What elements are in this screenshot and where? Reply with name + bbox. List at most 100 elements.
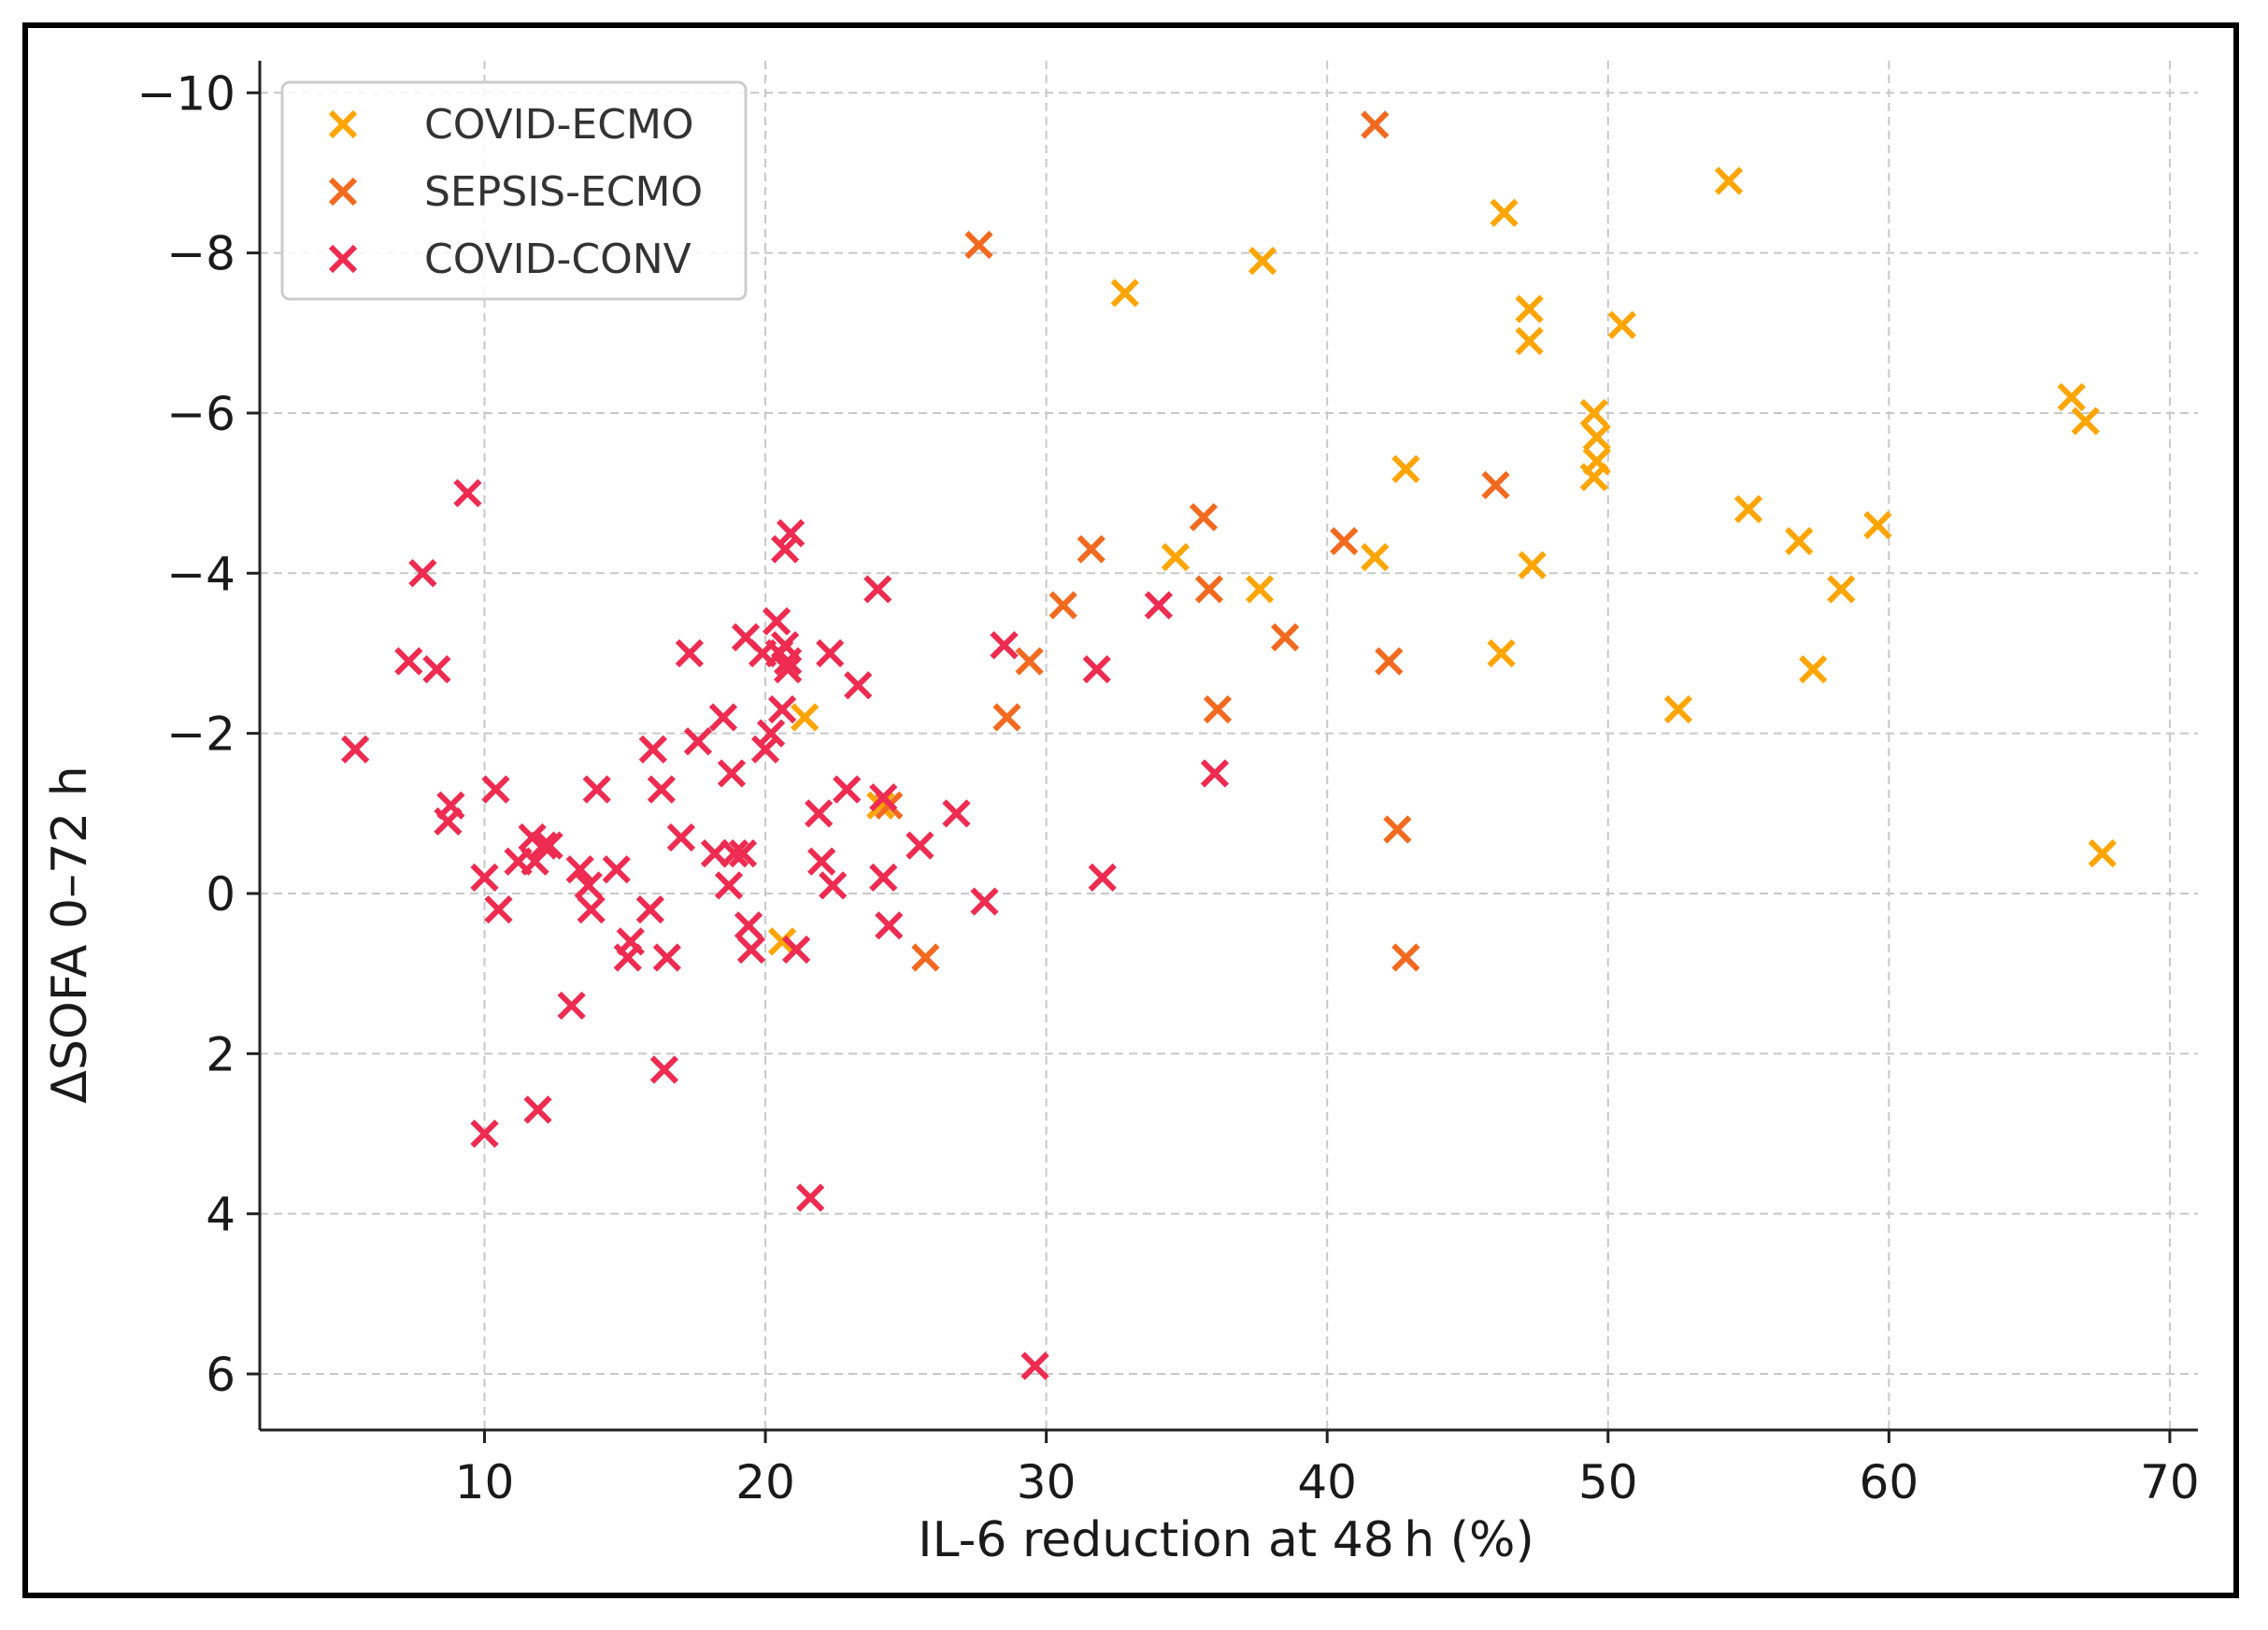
data-point-covid-ecmo xyxy=(1663,694,1693,724)
x-tick-label: 70 xyxy=(2140,1455,2200,1509)
data-point-covid-conv xyxy=(819,871,848,900)
data-point-covid-conv xyxy=(529,831,558,860)
points-layer xyxy=(341,110,2117,1380)
data-point-covid-conv xyxy=(807,847,836,876)
data-point-covid-conv xyxy=(773,647,803,676)
data-point-covid-ecmo xyxy=(1714,166,1744,195)
x-axis-title: IL-6 reduction at 48 h (%) xyxy=(918,1512,1534,1568)
y-tick-label: 2 xyxy=(206,1027,235,1081)
data-point-covid-ecmo xyxy=(1110,279,1139,307)
data-point-covid-conv xyxy=(773,654,803,684)
data-point-sepsis-ecmo xyxy=(1203,694,1233,724)
data-point-covid-conv xyxy=(557,991,586,1021)
data-point-covid-conv xyxy=(535,831,563,860)
data-point-covid-conv xyxy=(762,607,792,636)
data-point-covid-conv xyxy=(574,871,603,900)
data-point-covid-ecmo xyxy=(2071,407,2100,436)
data-point-covid-conv xyxy=(649,1055,678,1084)
x-tick-label: 40 xyxy=(1297,1455,1357,1509)
data-point-covid-conv xyxy=(816,638,845,668)
data-point-covid-conv xyxy=(1200,759,1230,788)
data-point-covid-conv xyxy=(1082,654,1111,684)
data-point-covid-conv xyxy=(484,895,513,924)
data-point-covid-ecmo xyxy=(866,791,895,820)
x-tick-label: 50 xyxy=(1578,1455,1638,1509)
data-point-covid-conv xyxy=(582,775,611,804)
data-point-covid-ecmo xyxy=(1518,550,1547,579)
data-point-covid-ecmo xyxy=(1863,510,1892,540)
data-point-covid-ecmo xyxy=(1785,526,1814,556)
data-point-covid-conv xyxy=(602,855,631,884)
legend-marker-covid-ecmo xyxy=(328,109,358,139)
data-point-sepsis-ecmo xyxy=(1383,815,1412,844)
x-tick-label: 30 xyxy=(1017,1455,1077,1509)
data-point-covid-conv xyxy=(408,559,437,588)
data-point-covid-conv xyxy=(756,719,786,748)
data-point-covid-conv xyxy=(833,775,862,804)
data-point-covid-conv xyxy=(906,831,934,860)
y-tick-label: −4 xyxy=(166,547,235,601)
y-tick-label: −2 xyxy=(166,708,235,762)
data-point-covid-conv xyxy=(708,703,738,732)
data-point-covid-conv xyxy=(796,1183,825,1212)
legend-label-covid-ecmo: COVID-ECMO xyxy=(424,101,694,149)
data-point-covid-ecmo xyxy=(1515,326,1544,355)
data-point-covid-conv xyxy=(717,759,747,788)
data-point-covid-ecmo xyxy=(1515,294,1544,323)
data-point-covid-ecmo xyxy=(1579,463,1608,492)
data-point-covid-conv xyxy=(942,799,971,828)
data-point-covid-conv xyxy=(720,839,749,868)
data-point-sepsis-ecmo xyxy=(964,230,993,260)
data-point-covid-conv xyxy=(776,519,806,548)
data-point-covid-conv xyxy=(470,1119,499,1149)
data-point-sepsis-ecmo xyxy=(1194,575,1224,604)
data-point-covid-conv xyxy=(565,855,594,884)
data-point-covid-ecmo xyxy=(1487,638,1516,668)
data-point-covid-conv xyxy=(613,943,642,972)
data-point-sepsis-ecmo xyxy=(1077,535,1105,564)
data-point-sepsis-ecmo xyxy=(911,943,940,972)
data-point-covid-ecmo xyxy=(791,703,820,732)
data-point-covid-conv xyxy=(734,911,763,940)
data-point-covid-conv xyxy=(394,647,423,676)
data-point-covid-conv xyxy=(635,895,664,924)
data-point-sepsis-ecmo xyxy=(1015,647,1044,676)
data-point-sepsis-ecmo xyxy=(992,703,1021,732)
axes-layer: 10 20 30 40 50 60 70 −10 −8 −6 −4 −2 0 2 4 6 xyxy=(136,61,2200,1509)
data-point-sepsis-ecmo xyxy=(1481,470,1510,500)
y-tick-label: −10 xyxy=(136,66,235,121)
x-tick-label: 10 xyxy=(455,1455,515,1509)
data-point-covid-conv xyxy=(1088,863,1117,892)
legend: COVID-ECMO SEPSIS-ECMO COVID-CONV xyxy=(280,80,748,301)
data-point-covid-conv xyxy=(767,694,797,724)
data-point-covid-conv xyxy=(728,839,758,868)
data-point-covid-ecmo xyxy=(1607,310,1636,339)
data-point-covid-conv xyxy=(750,735,780,764)
y-tick-label: 6 xyxy=(206,1348,235,1402)
data-point-covid-conv xyxy=(666,822,695,852)
data-point-covid-ecmo xyxy=(1799,654,1828,684)
data-point-covid-conv xyxy=(422,654,451,684)
data-point-covid-ecmo xyxy=(1248,247,1277,276)
data-point-covid-conv xyxy=(652,943,681,972)
y-tick-label: 0 xyxy=(206,867,235,922)
legend-label-sepsis-ecmo: SEPSIS-ECMO xyxy=(424,168,703,216)
data-point-covid-conv xyxy=(875,911,904,940)
data-point-covid-conv xyxy=(970,887,999,916)
data-point-covid-ecmo xyxy=(1582,422,1611,451)
data-point-covid-ecmo xyxy=(1827,575,1856,604)
x-tick-label: 60 xyxy=(1860,1455,1919,1509)
data-point-covid-conv xyxy=(844,671,873,700)
y-tick-label: 4 xyxy=(206,1188,235,1242)
legend-marker-covid-conv xyxy=(328,244,358,274)
data-point-covid-ecmo xyxy=(1733,494,1763,523)
data-point-covid-conv xyxy=(683,727,713,756)
legend-label-covid-conv: COVID-CONV xyxy=(424,236,692,283)
data-point-covid-conv xyxy=(577,895,606,924)
data-point-covid-ecmo xyxy=(1490,198,1519,227)
data-point-covid-ecmo xyxy=(767,927,797,956)
data-point-covid-ecmo xyxy=(1579,398,1608,428)
data-point-covid-ecmo xyxy=(1245,575,1275,604)
data-point-sepsis-ecmo xyxy=(1391,943,1420,972)
